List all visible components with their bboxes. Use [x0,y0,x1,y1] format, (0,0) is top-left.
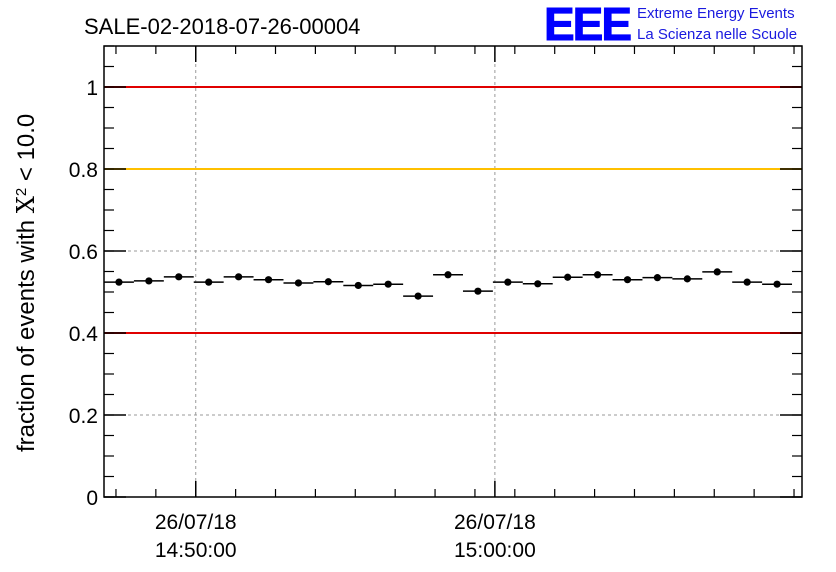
data-point [474,287,482,295]
data-point [773,280,781,288]
reference-lines [104,86,802,334]
eee-logo: EEE Extreme Energy Events La Scienza nel… [544,0,798,51]
x-tick-label-date: 26/07/18 [155,511,237,534]
data-point [564,273,572,281]
y-tick-label: 0.8 [69,159,98,182]
data-point [653,274,662,282]
data-point [175,273,183,281]
data-point [324,278,332,286]
logo-line-1: Extreme Energy Events [637,5,795,22]
y-axis-title: fraction of events with X2 < 10.0 [12,114,40,452]
y-axis-title-prefix: fraction of events with [13,213,40,452]
data-point [743,278,751,286]
y-axis-title-power: 2 [13,188,30,196]
logo-mark: EEE [544,0,630,50]
data-point [713,268,721,276]
y-axis-title-chi: X [12,196,40,213]
data-point [384,280,392,288]
data-point [623,276,632,284]
data-point [534,280,542,288]
x-tick-label-date: 26/07/18 [454,511,536,534]
data-point [145,277,153,285]
data-point [593,271,602,279]
data-point [414,292,422,300]
plot-frame [103,45,803,498]
data-point [444,271,452,279]
logo-line-2: La Scienza nelle Scuole [637,26,797,43]
data-point [115,278,123,286]
data-point [235,273,243,281]
data-point [683,275,691,283]
y-tick-label: 0 [86,487,98,510]
data-point [264,276,273,284]
chart-title: SALE-02-2018-07-26-00004 [84,14,360,39]
data-point [504,278,512,286]
data-point [205,278,213,286]
x-tick-label-time: 15:00:00 [454,539,536,562]
y-axis-title-suffix: < 10.0 [13,114,40,188]
x-tick-label-time: 14:50:00 [155,539,237,562]
data-point [354,281,362,290]
data-point [294,279,303,287]
axes: 0 0.2 0.4 0.6 0.8 1 26/07/18 14:50:00 26/07/18 15… [69,45,803,562]
data-points [104,268,793,300]
y-tick-label: 1 [86,77,98,100]
y-tick-label: 0.2 [69,405,98,428]
y-tick-label: 0.6 [69,241,98,264]
grid [104,46,802,497]
y-tick-label: 0.4 [69,323,99,346]
